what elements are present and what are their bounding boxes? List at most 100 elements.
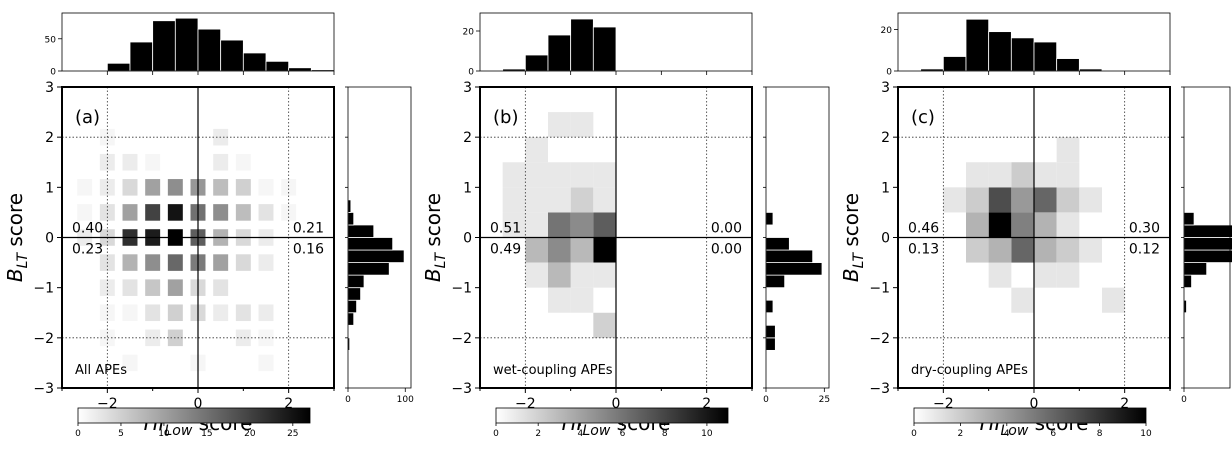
quadrant-fraction-upper-right: 0.21: [293, 221, 324, 237]
x-tick-label: 2: [702, 396, 711, 412]
colorbar-tick-label: 2: [535, 429, 541, 439]
heatmap-cell: [1056, 137, 1080, 163]
heatmap-cell: [258, 354, 274, 372]
quadrant-fraction-lower-right: 0.12: [1129, 242, 1160, 258]
heatmap-cell: [167, 279, 183, 296]
right-histogram: 0 25: [763, 86, 830, 405]
heatmap-cell: [122, 304, 138, 322]
heatmap-cell: [570, 212, 594, 238]
right-histogram: 0 100: [345, 86, 414, 405]
heatmap-cell: [966, 187, 989, 213]
heatmap-cell: [1011, 287, 1034, 313]
y-tick-label: 2: [881, 130, 890, 146]
heatmap-cell: [1079, 237, 1102, 263]
quadrant-fraction-upper-left: 0.40: [72, 221, 103, 237]
colorbar-tick-label: 2: [958, 429, 964, 439]
heatmap-cell: [988, 187, 1012, 213]
y-tick-label: 1: [45, 180, 54, 196]
x-tick-label: 2: [1120, 396, 1129, 412]
right-hist-bar: [347, 262, 390, 276]
quadrant-fraction-lower-right: 0.00: [711, 242, 742, 258]
heatmap-cell: [525, 262, 548, 288]
quadrant-fraction-lower-left: 0.23: [72, 242, 103, 258]
quadrant-fraction-lower-left: 0.49: [490, 242, 521, 258]
right-hist-bar: [1183, 212, 1195, 226]
heatmap-cell: [593, 162, 616, 188]
heatmap-cell: [235, 304, 251, 322]
heatmap-cell: [988, 237, 1012, 263]
heatmap-cell: [548, 237, 571, 263]
right-hist-bar: [347, 249, 405, 263]
y-axis-label-main: B: [421, 268, 445, 282]
heatmap-cells: [77, 128, 297, 372]
top-hist-bar: [242, 52, 267, 72]
y-tick-label: 3: [463, 80, 472, 96]
top-hist-bar: [129, 41, 154, 72]
top-hist-bar: [174, 17, 199, 72]
heatmap-cell: [988, 162, 1012, 188]
right-hist-bar: [347, 237, 394, 251]
heatmap-cells: [502, 112, 616, 338]
heatmap-cell: [122, 279, 138, 296]
heatmap-cell: [1034, 262, 1057, 288]
x-axis-label-sub: Low: [165, 423, 193, 439]
heatmap-cell: [525, 187, 548, 213]
panel-annotation: All APEs: [75, 363, 127, 378]
heatmap-cell: [99, 304, 115, 322]
colorbar: 0 2 4 6 8 10: [493, 407, 729, 439]
y-tick-label: −1: [451, 281, 472, 297]
top-hist-ytick-label: 20: [463, 28, 475, 38]
right-hist-bar: [347, 199, 352, 213]
right-hist-bar: [1183, 237, 1232, 251]
top-hist-bar: [1010, 37, 1035, 72]
heatmap-cell: [525, 212, 548, 238]
quadrant-fraction-lower-left: 0.13: [908, 242, 939, 258]
heatmap-cell: [548, 287, 571, 313]
right-hist-bar: [347, 312, 355, 326]
y-axis-label-rest: score: [839, 193, 863, 253]
heatmap-cell: [1056, 162, 1080, 188]
heatmap-cell: [1034, 237, 1057, 263]
heatmap-cell: [988, 262, 1012, 288]
heatmap-cell: [1011, 212, 1034, 238]
colorbar-tick-label: 25: [287, 429, 298, 439]
heatmap-cell: [1056, 212, 1080, 238]
heatmap-cell: [570, 187, 594, 213]
heatmap-cell: [99, 179, 115, 196]
right-hist-bar: [347, 287, 362, 301]
heatmap-cell: [258, 304, 274, 322]
colorbar: 0 2 4 6 8 10: [911, 407, 1152, 439]
right-hist-xtick-label: 0: [1181, 395, 1187, 405]
heatmap-cell: [525, 237, 548, 263]
colorbar-gradient: [77, 407, 311, 424]
colorbar-tick-label: 0: [911, 429, 917, 439]
quadrant-fraction-upper-right: 0.30: [1129, 221, 1160, 237]
right-hist-bar: [765, 212, 774, 226]
heatmap-cell: [213, 204, 229, 221]
heatmap-cell: [167, 254, 183, 271]
heatmap-cell: [570, 237, 594, 263]
right-histogram: 0: [1181, 86, 1232, 405]
top-hist-bar: [197, 28, 222, 72]
heatmap-cell: [167, 304, 183, 322]
heatmap-cell: [77, 179, 93, 196]
y-axis-label: BLT score: [3, 193, 31, 282]
top-hist-bar: [288, 67, 312, 72]
heatmap-cell: [548, 212, 571, 238]
right-hist-bar: [765, 274, 786, 289]
heatmap-cell: [548, 187, 571, 213]
top-hist-bar: [1056, 58, 1080, 72]
colorbar-tick-label: 8: [1097, 429, 1103, 439]
y-tick-label: 3: [45, 80, 54, 96]
heatmap-cell: [122, 179, 138, 196]
right-hist-bar: [1183, 274, 1192, 289]
heatmap-cell: [258, 204, 274, 221]
colorbar-tick-label: 4: [577, 429, 583, 439]
heatmap-cells: [943, 137, 1125, 313]
heatmap-cell: [99, 329, 115, 347]
colorbar-tick-label: 15: [201, 429, 212, 439]
